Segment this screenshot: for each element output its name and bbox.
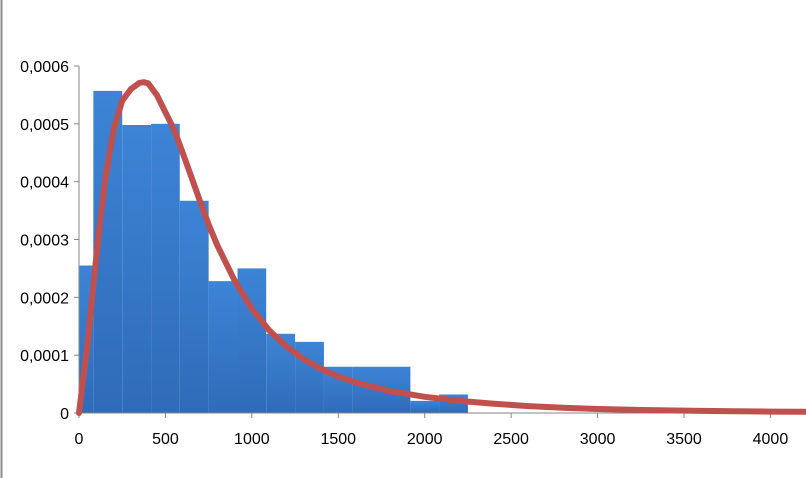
y-tick-label: 0,0002 <box>20 290 69 307</box>
x-tick-label: 3500 <box>666 431 702 448</box>
histogram-bar <box>179 200 209 413</box>
x-tick-label: 2000 <box>407 431 443 448</box>
histogram-bar <box>122 124 152 414</box>
bars-layer <box>79 90 468 414</box>
x-tick-label: 0 <box>75 431 84 448</box>
histogram-bar <box>208 281 238 413</box>
x-tick-label: 1000 <box>234 431 270 448</box>
x-tick-label: 1500 <box>320 431 356 448</box>
x-tick-label: 500 <box>152 431 179 448</box>
y-tick-label: 0 <box>60 406 69 423</box>
histogram-bar <box>151 123 180 413</box>
y-tick-label: 0,0004 <box>20 175 69 192</box>
x-tick-label: 4000 <box>753 431 789 448</box>
y-tick-label: 0,0003 <box>20 233 69 250</box>
curve-layer <box>76 79 806 416</box>
x-tick-label: 2500 <box>493 431 529 448</box>
density-curve <box>76 79 806 416</box>
histogram-bar <box>410 400 440 413</box>
y-tick-label: 0,0001 <box>20 348 69 365</box>
labels-layer: 0 0,0001 0,0002 0,0003 0,0004 0,0005 0,0006 0 50… <box>20 59 788 448</box>
y-tick-label: 0,0006 <box>20 59 69 76</box>
x-tick-label: 3000 <box>580 431 616 448</box>
histogram-bar <box>266 333 296 413</box>
y-tick-label: 0,0005 <box>20 117 69 134</box>
